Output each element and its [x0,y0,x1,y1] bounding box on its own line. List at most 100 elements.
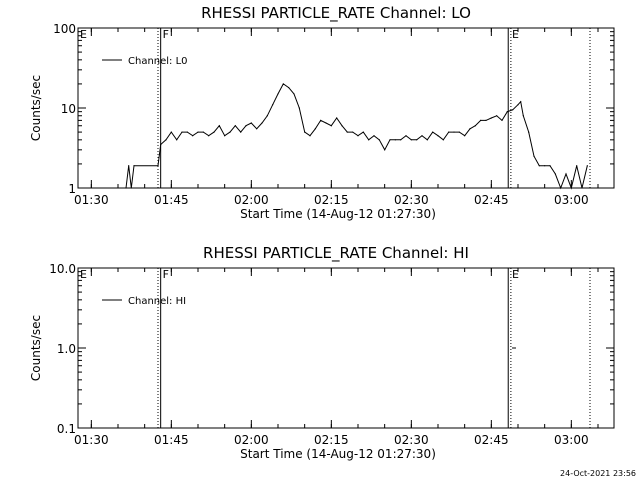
data-point [341,125,343,127]
x-tick-label: 02:15 [314,433,349,447]
data-point [314,128,316,130]
data-point [202,131,204,133]
data-point [309,135,311,137]
data-point [128,165,130,167]
data-point [304,131,306,133]
data-point [192,135,194,137]
x-tick-label: 03:00 [554,193,589,207]
data-point [496,115,498,117]
data-point [501,119,503,121]
y-tick-label: 1.0 [57,342,76,356]
x-tick-label: 01:45 [154,433,189,447]
data-point [538,165,540,167]
data-point [250,122,252,124]
data-point [512,109,514,111]
data-point [389,139,391,141]
x-tick-label: 01:30 [74,433,109,447]
data-point [416,139,418,141]
data-point [485,119,487,121]
data-point [218,125,220,127]
flag-label: F [163,28,169,41]
data-point [522,115,524,117]
data-point [464,135,466,137]
data-point [514,347,516,349]
data-point [256,128,258,130]
data-point [320,119,322,121]
data-point [448,131,450,133]
data-point [133,165,135,167]
data-point [186,131,188,133]
y-axis-label: Counts/sec [29,315,43,381]
data-point [490,117,492,119]
data-point [125,187,127,189]
data-point [357,135,359,137]
data-point [565,173,567,175]
data-point [277,93,279,95]
x-tick-label: 03:00 [554,433,589,447]
flag-label: E [512,268,519,281]
chart-panel-lo: RHESSI PARTICLE_RATE Channel: LO 01:30 01:… [29,4,615,221]
data-point [549,165,551,167]
y-tick-label: 100 [53,22,76,36]
data-point [378,139,380,141]
data-point [474,125,476,127]
data-point [272,104,274,106]
flag-label: F [163,268,169,281]
data-point [176,139,178,141]
data-point [181,131,183,133]
x-tick-label: 02:45 [474,433,509,447]
data-point [554,173,556,175]
y-axis-label: Counts/sec [29,75,43,141]
data-point [288,86,290,89]
flag-label: E [80,28,87,41]
data-point [520,101,522,103]
flag-label: E [80,268,87,281]
data-point [517,104,519,106]
data-point [570,187,572,189]
data-point [157,165,159,167]
data-point [373,135,375,137]
data-point [394,139,396,141]
data-point [368,139,370,141]
data-point [245,125,247,127]
data-point [282,83,284,85]
x-tick-label: 02:00 [234,433,269,447]
y-tick-label: 1 [68,182,76,196]
data-point [405,135,407,137]
y-tick-label: 10.0 [49,262,76,276]
data-point [266,115,268,117]
flag-label: E [512,28,519,41]
data-point [528,131,530,133]
x-axis-label: Start Time (14-Aug-12 01:27:30) [240,207,436,221]
data-point [130,187,132,189]
data-point [325,122,327,124]
x-tick-label: 02:00 [234,193,269,207]
data-point [234,125,236,127]
data-point [261,122,263,124]
x-tick-label: 02:30 [394,433,429,447]
data-point [453,131,455,133]
data-point [330,125,332,127]
data-point [336,117,338,119]
legend-label: Channel: L0 [128,56,188,67]
data-point [426,139,428,141]
data-point [362,131,364,133]
data-point [586,165,588,167]
data-point [533,155,535,157]
data-point [469,128,471,130]
timestamp: 24-Oct-2021 23:56 [560,469,636,478]
data-point [208,135,210,137]
data-point [240,131,242,133]
x-tick-label: 01:30 [74,193,109,207]
data-point [352,131,354,133]
data-point [224,135,226,137]
y-tick-label: 0.1 [57,422,76,436]
data-point [432,131,434,133]
chart-title: RHESSI PARTICLE_RATE Channel: LO [201,4,471,23]
data-point [384,149,386,151]
data-point [197,131,199,133]
data-point [512,347,514,349]
data-point [346,131,348,133]
x-tick-label: 02:30 [394,193,429,207]
